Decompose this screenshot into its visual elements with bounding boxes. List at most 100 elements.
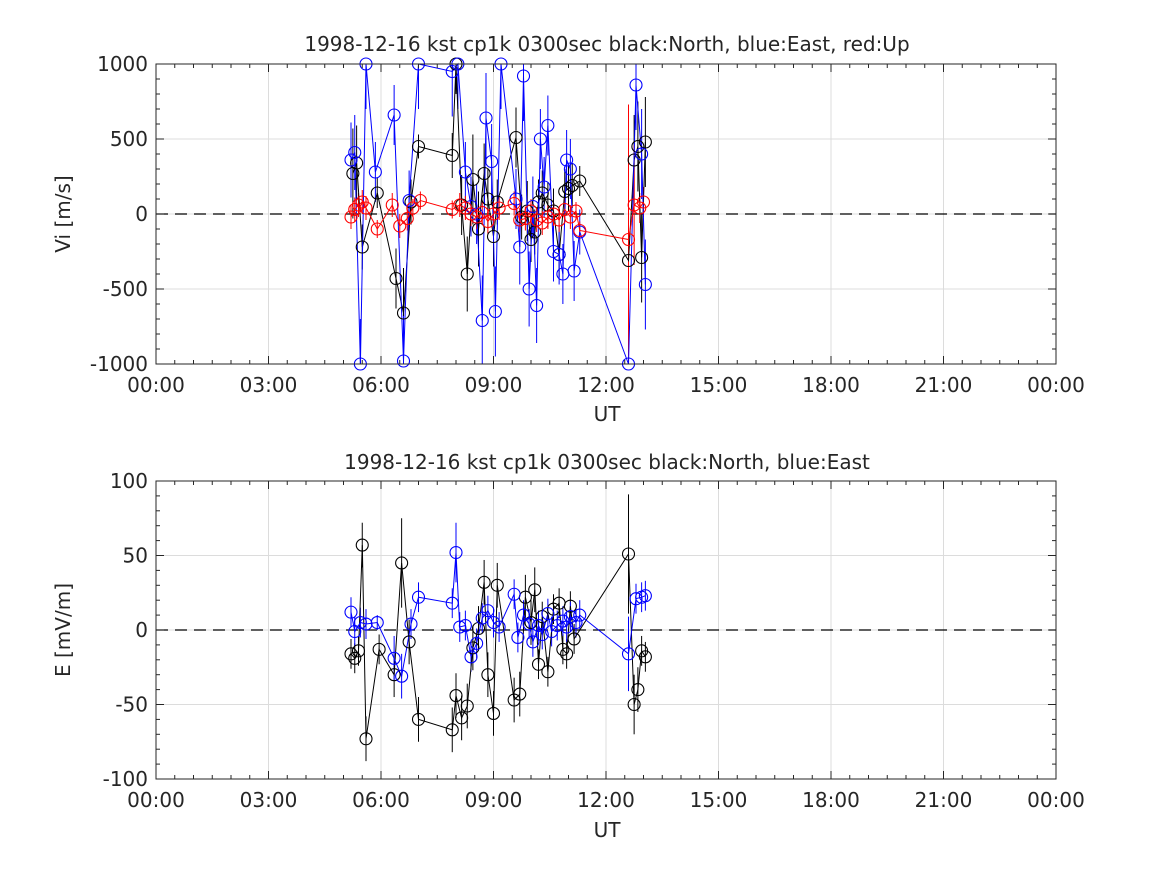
velocity-east-point bbox=[479, 111, 493, 125]
electric-field-x-tick-label: 00:00 bbox=[1027, 788, 1085, 812]
velocity-y-tick-label: -500 bbox=[103, 277, 148, 301]
electric-field-east-point bbox=[411, 590, 426, 604]
velocity-east-point bbox=[488, 304, 502, 319]
velocity-up-point bbox=[413, 193, 427, 208]
electric-field-north-point bbox=[402, 635, 416, 649]
electric-field-y-tick-label: 50 bbox=[123, 544, 148, 568]
velocity-east-point bbox=[470, 207, 484, 221]
electric-field-north-point bbox=[513, 687, 527, 701]
velocity-north-point bbox=[355, 240, 369, 254]
velocity-east-point bbox=[533, 132, 547, 146]
electric-field-x-tick-label: 03:00 bbox=[240, 788, 298, 812]
velocity-y-tick-label: 0 bbox=[135, 202, 148, 226]
velocity-east-point bbox=[567, 264, 581, 278]
electric-field-y-tick-labels: -100 -50 0 50 100 bbox=[103, 469, 148, 791]
velocity-north-point bbox=[490, 195, 504, 209]
electric-field-north-point bbox=[395, 556, 409, 570]
velocity-up-point bbox=[351, 198, 366, 212]
electric-field-title: 1998-12-16 kst cp1k 0300sec black:North,… bbox=[344, 450, 870, 474]
electric-field-east-point bbox=[492, 620, 506, 634]
velocity-east-point bbox=[552, 247, 566, 262]
velocity-y-tick-labels: -1000 -500 0 500 1000 bbox=[90, 52, 148, 376]
electric-field-east-point bbox=[370, 615, 384, 630]
electric-field-panel: 1998-12-16 kst cp1k 0300sec black:North,… bbox=[51, 450, 1085, 842]
electric-field-east-point bbox=[522, 617, 536, 631]
electric-field-north-point bbox=[372, 642, 386, 656]
electric-field-x-tick-label: 21:00 bbox=[915, 788, 973, 812]
electric-field-east-point bbox=[621, 647, 636, 661]
electric-field-markers bbox=[344, 538, 652, 746]
electric-field-east-point bbox=[507, 587, 521, 601]
electric-field-north-point bbox=[490, 578, 504, 592]
electric-field-north-point bbox=[449, 689, 463, 703]
electric-field-north-point bbox=[560, 647, 574, 661]
electric-field-north-point bbox=[466, 641, 480, 655]
velocity-x-tick-label: 18:00 bbox=[802, 373, 860, 397]
electric-field-y-tick-label: 100 bbox=[110, 469, 148, 493]
velocity-north-point bbox=[481, 192, 495, 206]
electric-field-north-point bbox=[528, 583, 542, 597]
electric-field-north-point bbox=[344, 647, 358, 661]
velocity-east-point bbox=[563, 162, 577, 176]
velocity-east-point bbox=[368, 165, 382, 179]
electric-field-y-tick-label: -100 bbox=[103, 767, 148, 791]
electric-field-north-point bbox=[411, 712, 426, 726]
electric-field-error-bars bbox=[350, 494, 646, 762]
electric-field-north-point bbox=[355, 538, 369, 552]
velocity-title: 1998-12-16 kst cp1k 0300sec black:North,… bbox=[304, 32, 909, 56]
electric-field-east-point bbox=[458, 618, 472, 633]
velocity-east-point bbox=[516, 69, 531, 83]
velocity-up-point bbox=[393, 219, 407, 233]
velocity-axes-frame bbox=[155, 63, 1057, 365]
velocity-east-point bbox=[387, 108, 401, 122]
velocity-x-tick-label: 15:00 bbox=[690, 373, 748, 397]
velocity-y-tick-label: 500 bbox=[110, 127, 148, 151]
velocity-x-tick-labels: 00:00 03:00 06:00 09:00 12:00 15:00 18:00 21:00… bbox=[127, 373, 1085, 397]
velocity-x-tick-label: 21:00 bbox=[915, 373, 973, 397]
velocity-east-point bbox=[530, 298, 544, 313]
electric-field-north-point bbox=[359, 732, 373, 746]
velocity-east-point bbox=[348, 145, 362, 160]
electric-field-north-point bbox=[556, 642, 570, 656]
velocity-north-point bbox=[389, 271, 403, 286]
velocity-east-point bbox=[560, 153, 574, 167]
velocity-north-point bbox=[524, 232, 538, 247]
velocity-up-point bbox=[400, 211, 414, 226]
electric-field-north-point bbox=[531, 657, 546, 671]
velocity-north-point bbox=[370, 186, 384, 200]
electric-field-east-point bbox=[353, 615, 367, 630]
electric-field-east-point bbox=[526, 635, 540, 649]
electric-field-east-point bbox=[445, 596, 459, 610]
electric-field-north-point bbox=[387, 668, 401, 682]
electric-field-north-point bbox=[351, 644, 366, 658]
velocity-north-point bbox=[561, 181, 576, 196]
electric-field-east-point bbox=[344, 605, 358, 619]
velocity-east-point bbox=[629, 78, 643, 92]
velocity-up-point bbox=[569, 204, 583, 218]
velocity-east-point bbox=[638, 277, 652, 292]
velocity-up-point bbox=[636, 195, 651, 209]
velocity-north-point bbox=[631, 139, 645, 154]
velocity-east-point bbox=[396, 354, 411, 368]
velocity-up-point bbox=[507, 196, 521, 211]
velocity-east-point bbox=[522, 282, 536, 296]
electric-field-x-tick-label: 09:00 bbox=[465, 788, 523, 812]
electric-field-east-point bbox=[569, 615, 583, 630]
electric-field-east-point bbox=[629, 592, 643, 606]
velocity-east-point bbox=[513, 240, 527, 254]
electric-field-north-point bbox=[486, 706, 501, 720]
velocity-north-point bbox=[411, 139, 426, 154]
velocity-east-point bbox=[635, 147, 649, 161]
velocity-north-point bbox=[396, 306, 411, 320]
velocity-north-point bbox=[621, 253, 636, 268]
electric-field-y-tick-label: 0 bbox=[135, 618, 148, 642]
electric-field-east-point bbox=[638, 589, 652, 603]
velocity-east-point bbox=[537, 180, 551, 194]
velocity-y-tick-label: 1000 bbox=[97, 52, 148, 76]
velocity-x-axis-label: UT bbox=[594, 402, 622, 426]
electric-field-east-point bbox=[449, 545, 463, 560]
velocity-x-tick-label: 09:00 bbox=[465, 373, 523, 397]
velocity-east-point bbox=[344, 153, 358, 167]
velocity-north-point bbox=[535, 186, 549, 200]
electric-field-east-point bbox=[511, 630, 525, 645]
